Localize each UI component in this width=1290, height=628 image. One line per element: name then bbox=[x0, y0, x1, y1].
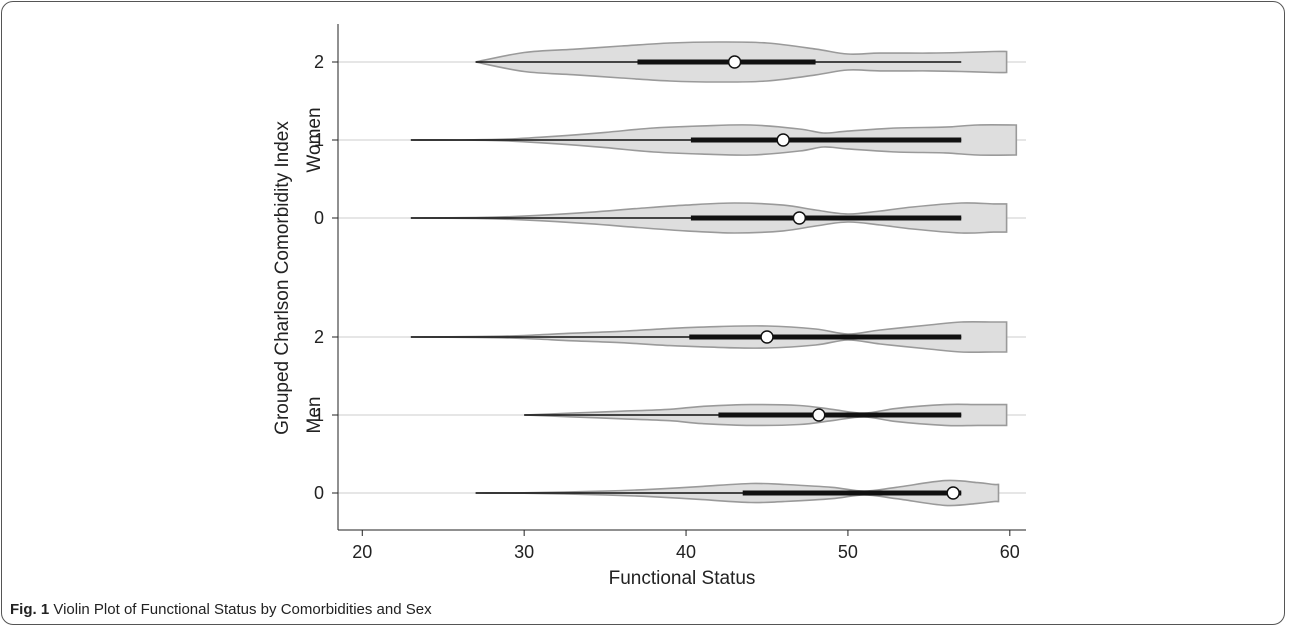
x-tick-label: 40 bbox=[676, 542, 696, 562]
y-tick-label: 2 bbox=[314, 327, 324, 347]
y-tick-label: 1 bbox=[314, 405, 324, 425]
group-label-men: Men bbox=[304, 397, 325, 434]
x-tick-label: 30 bbox=[514, 542, 534, 562]
violin-chart: 20 30 40 50 60 2 1 0 2 1 0 Functional Status Group… bbox=[272, 24, 1026, 589]
violin-median-point bbox=[792, 211, 807, 225]
group-label-women: Women bbox=[304, 107, 325, 172]
labels: Functional Status Grouped Charlson Comor… bbox=[272, 107, 755, 589]
x-axis-label: Functional Status bbox=[609, 568, 756, 589]
violins bbox=[410, 41, 1018, 507]
figure-caption: Fig. 1 Violin Plot of Functional Status … bbox=[10, 601, 432, 618]
figure-caption-text: Violin Plot of Functional Status by Como… bbox=[53, 601, 432, 618]
violin-median-point bbox=[776, 133, 790, 147]
y-tick-label: 1 bbox=[314, 130, 324, 150]
x-tick-label: 50 bbox=[838, 542, 858, 562]
violin-median-point bbox=[727, 55, 742, 69]
axes: 20 30 40 50 60 2 1 0 2 1 0 bbox=[314, 24, 1026, 562]
y-tick-label: 2 bbox=[314, 52, 324, 72]
x-tick-label: 60 bbox=[1000, 542, 1020, 562]
x-tick-label: 20 bbox=[352, 542, 372, 562]
violin-median-point bbox=[760, 330, 774, 344]
violin-median-point bbox=[946, 486, 960, 500]
violin-median-point bbox=[812, 408, 826, 422]
y-tick-label: 0 bbox=[314, 208, 324, 228]
figure-caption-label: Fig. 1 bbox=[10, 601, 50, 618]
y-tick-label: 0 bbox=[314, 483, 324, 503]
y-axis-label: Grouped Charlson Comorbidity Index bbox=[272, 121, 293, 435]
